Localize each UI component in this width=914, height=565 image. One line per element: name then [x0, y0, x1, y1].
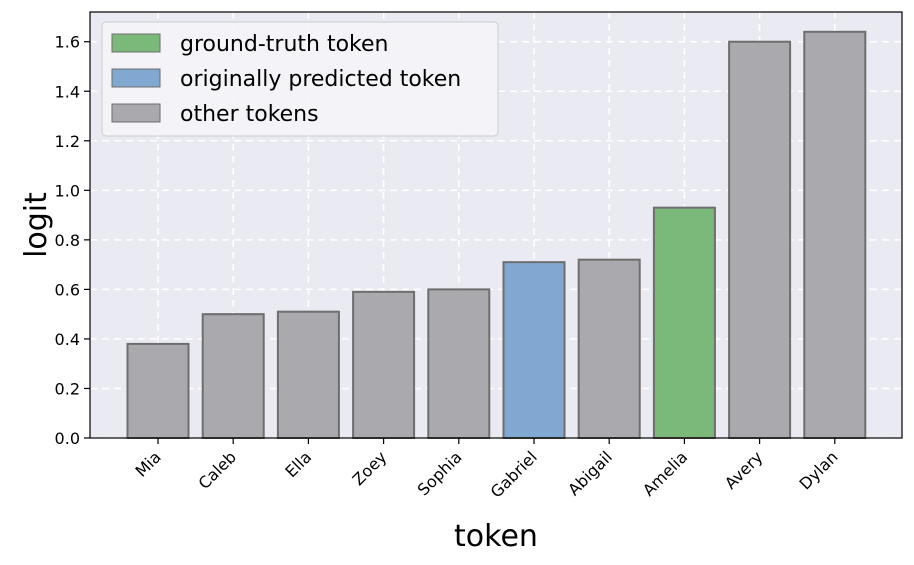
y-axis-title: logit: [19, 192, 54, 258]
y-tick-label: 0.4: [55, 330, 80, 349]
bar-avery: [728, 40, 792, 440]
y-tick-label: 0.8: [55, 231, 80, 250]
legend-label-ground-truth: ground-truth token: [180, 32, 388, 57]
legend-swatch-other: [111, 103, 161, 123]
legend-box: [101, 21, 499, 137]
bars: [126, 30, 867, 440]
y-tick-label: 1.0: [55, 181, 80, 200]
y-tick-label: 1.2: [55, 132, 80, 151]
bar-sophia: [427, 288, 491, 439]
x-axis: Mia Caleb Ella Zoey Sophia Gabriel Abigail Amel…: [132, 438, 842, 502]
y-tick-label: 0.6: [55, 280, 80, 299]
x-tick-label: Ella: [281, 447, 315, 481]
x-tick-label: Sophia: [414, 447, 466, 499]
x-tick-label: Avery: [721, 447, 767, 493]
bar-caleb: [201, 313, 265, 439]
bar-mia: [126, 342, 190, 440]
legend-swatch-predicted: [111, 68, 161, 88]
bar-abigail: [577, 258, 641, 439]
bar-amelia: [652, 206, 716, 439]
legend-label-other: other tokens: [180, 102, 319, 127]
y-tick-label: 1.4: [55, 82, 80, 101]
x-tick-label: Dylan: [796, 447, 842, 493]
x-tick-label: Amelia: [639, 447, 691, 499]
y-tick-label: 0.0: [55, 429, 80, 448]
x-tick-label: Abigail: [564, 447, 616, 499]
bar-dylan: [803, 30, 867, 439]
x-tick-label: Caleb: [194, 447, 240, 493]
x-tick-label: Gabriel: [487, 447, 541, 501]
bar-ella: [276, 310, 340, 439]
y-tick-label: 0.2: [55, 379, 80, 398]
y-tick-label: 1.6: [55, 33, 80, 52]
legend-swatch-ground-truth: [111, 33, 161, 53]
x-axis-title: token: [454, 519, 538, 554]
legend: ground-truth token originally predicted …: [101, 21, 499, 137]
bar-zoey: [352, 290, 416, 440]
y-axis: 0.0 0.2 0.4 0.6 0.8 1.0 1.2 1.4 1.6: [55, 33, 90, 448]
x-tick-label: Zoey: [349, 447, 391, 489]
x-tick-label: Mia: [132, 447, 165, 480]
legend-label-predicted: originally predicted token: [180, 67, 461, 92]
plot-frame: [89, 11, 903, 439]
bar-gabriel: [502, 261, 566, 439]
